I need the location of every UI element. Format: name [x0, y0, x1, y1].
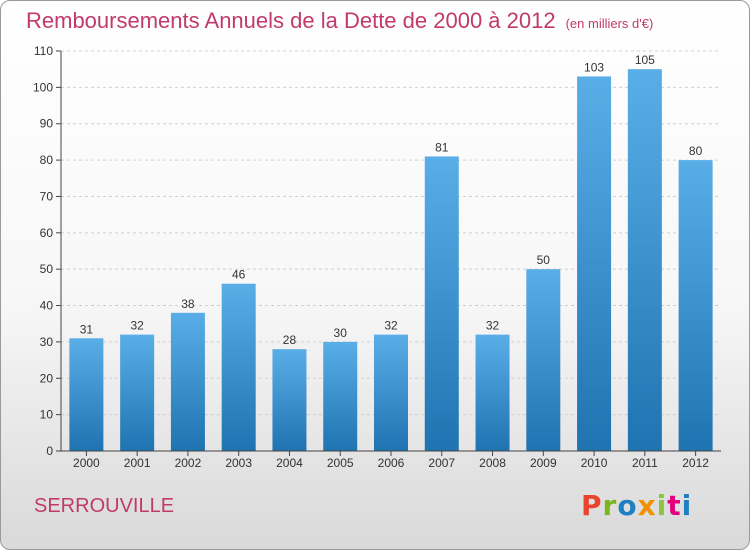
bar-2004 [272, 349, 307, 451]
y-tick-label: 100 [33, 80, 53, 94]
bar-value-label: 46 [232, 268, 246, 282]
bar-2012 [678, 160, 713, 451]
bar-value-label: 31 [80, 322, 94, 336]
bar-2002 [170, 312, 205, 451]
y-tick-label: 10 [40, 408, 54, 422]
bar-value-label: 28 [283, 333, 297, 347]
bar-2011 [627, 69, 662, 451]
bar-2006 [374, 334, 408, 451]
bar-chart: 31 32 38 46 28 30 32 81 32 50 103 105 80 0 10 20 30 40 50… [33, 44, 721, 470]
bar-value-label: 103 [584, 60, 604, 74]
bar-value-label: 50 [537, 253, 551, 267]
bar-2009 [526, 269, 561, 451]
x-tick-label: 2002 [175, 456, 202, 470]
bar-2003 [221, 283, 256, 451]
logo-letter: x [637, 489, 657, 522]
logo-letter: t [667, 489, 682, 522]
x-tick-label: 2012 [682, 456, 709, 470]
bar-value-label: 38 [181, 297, 195, 311]
y-tick-label: 70 [40, 189, 54, 203]
x-tick-label: 2005 [327, 456, 354, 470]
logo-letter: r [602, 489, 618, 522]
x-tick-label: 2011 [632, 456, 658, 470]
bar-value-label: 80 [689, 144, 703, 158]
x-tick-label: 2003 [225, 456, 252, 470]
x-tick-label: 2001 [124, 456, 151, 470]
x-tick-label: 2010 [581, 456, 608, 470]
proxiti-logo: Proxiti [581, 489, 692, 522]
logo-letter: o [617, 489, 638, 522]
x-tick-label: 2008 [479, 456, 506, 470]
x-tick-label: 2009 [530, 456, 557, 470]
y-tick-label: 40 [40, 299, 54, 313]
y-tick-label: 50 [40, 262, 54, 276]
bar-2005 [323, 341, 358, 451]
bar-value-label: 32 [384, 319, 398, 333]
bar-2000 [69, 338, 104, 451]
y-tick-label: 30 [40, 335, 54, 349]
bar-value-label: 105 [635, 53, 655, 67]
bar-value-label: 81 [435, 140, 449, 154]
bars: 31 32 38 46 28 30 32 81 32 50 103 105 80 [69, 53, 713, 452]
chart-subtitle: (en milliers d'€) [565, 16, 654, 31]
bar-2007 [424, 156, 459, 452]
bar-value-label: 30 [334, 326, 348, 340]
axes: 0 10 20 30 40 50 60 70 80 90 100 110 2000 2001 2002 200… [33, 44, 721, 470]
chart-title-text: Remboursements Annuels de la Dette de 20… [26, 8, 556, 33]
logo-letter: i [681, 489, 693, 522]
bar-2001 [120, 334, 155, 451]
y-tick-label: 20 [40, 371, 54, 385]
x-tick-label: 2000 [73, 456, 100, 470]
x-tick-label: 2006 [378, 456, 405, 470]
bar-2010 [577, 76, 612, 452]
bar-2008 [475, 334, 510, 451]
bar-value-label: 32 [486, 319, 500, 333]
y-tick-label: 80 [40, 153, 54, 167]
y-tick-label: 110 [34, 44, 53, 58]
x-tick-label: 2004 [276, 456, 303, 470]
location-name: SERROUVILLE [34, 495, 175, 517]
y-tick-label: 60 [40, 226, 54, 240]
y-tick-label: 90 [40, 117, 54, 131]
y-tick-label: 0 [46, 444, 53, 458]
bar-value-label: 32 [130, 319, 144, 333]
logo-letter: i [656, 489, 668, 522]
logo-letter: P [581, 489, 603, 522]
chart-title: Remboursements Annuels de la Dette de 20… [26, 8, 653, 34]
x-tick-label: 2007 [428, 456, 455, 470]
